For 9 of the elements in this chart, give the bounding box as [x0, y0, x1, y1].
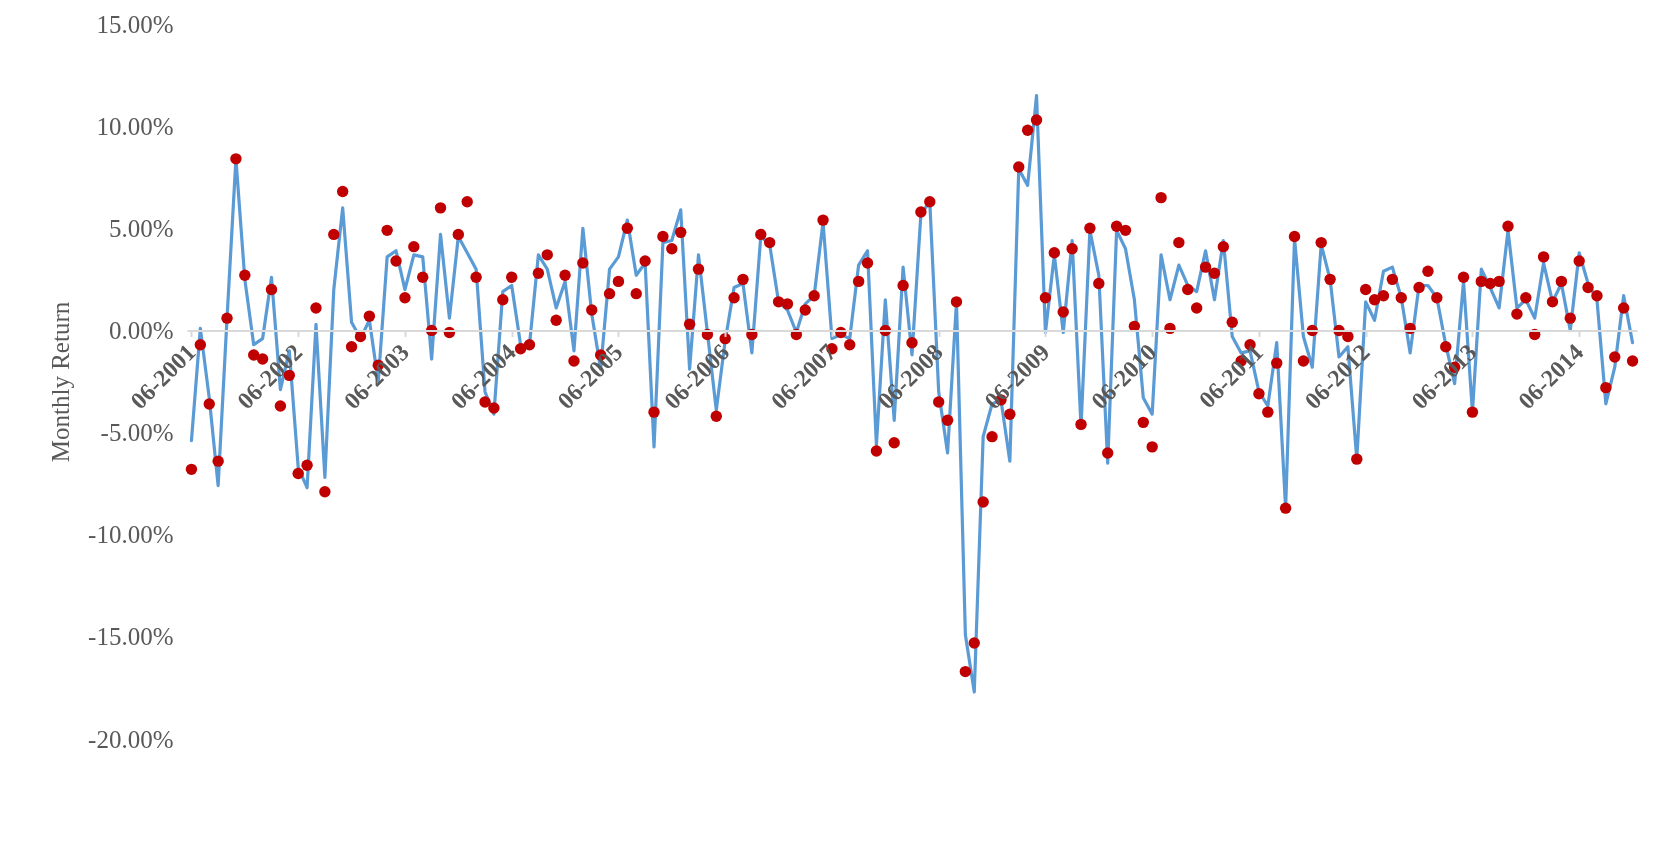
y-tick-label: 0.00%	[108, 316, 174, 344]
y-tick-label: 5.00%	[108, 214, 174, 242]
y-axis-title: Monthly Return	[47, 301, 75, 463]
y-tick-label: 10.00%	[96, 112, 174, 140]
y-tick-label: -5.00%	[100, 419, 174, 447]
y-tick-label: -10.00%	[88, 521, 174, 549]
y-tick-label: -15.00%	[88, 623, 174, 651]
y-tick-label: -20.00%	[88, 725, 174, 753]
y-tick-label: 15.00%	[96, 10, 174, 38]
